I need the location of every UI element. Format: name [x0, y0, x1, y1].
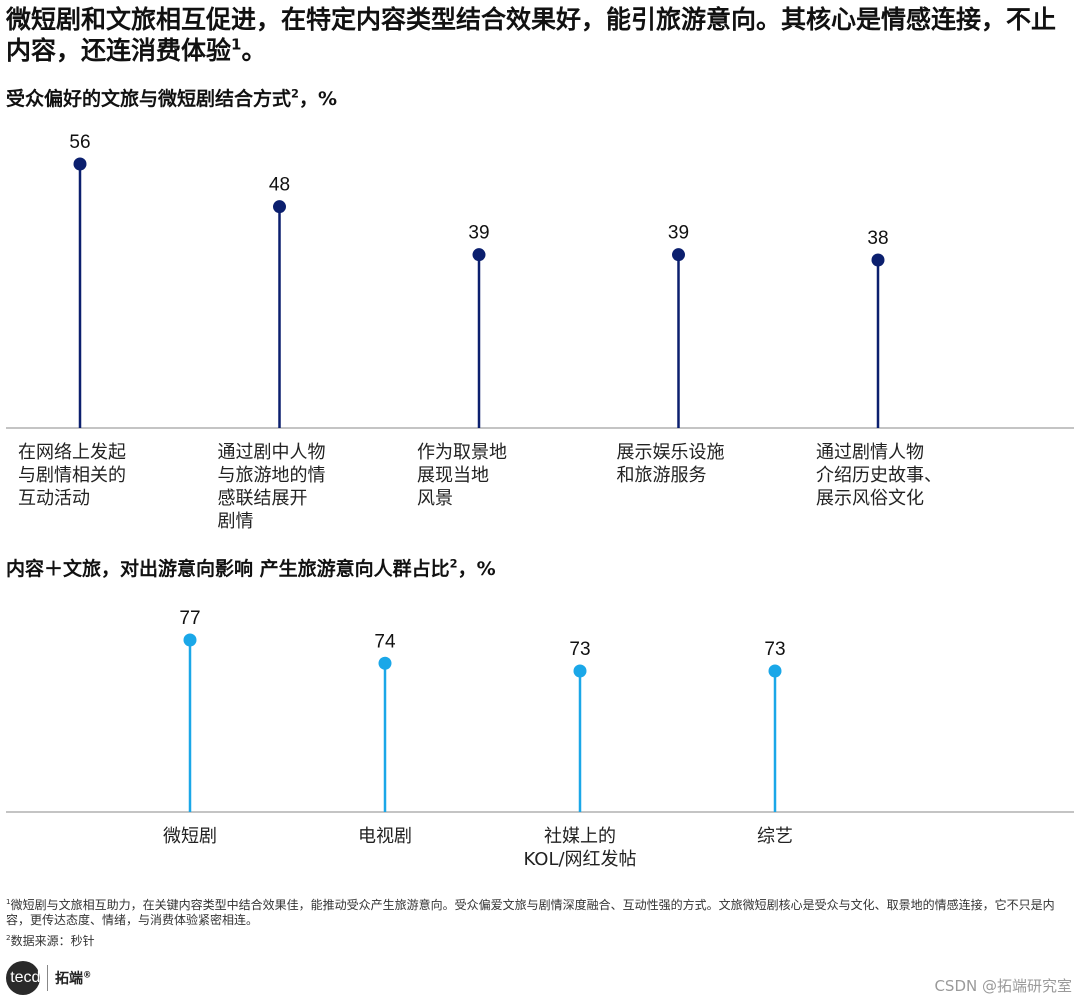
chart2-category-line: 社媒上的	[544, 826, 616, 847]
chart2-category-label-0: 微短剧	[163, 826, 217, 847]
chart1-dot-3	[672, 248, 685, 262]
chart2-dot-3	[768, 664, 782, 678]
chart2-value-label-1: 74	[374, 631, 396, 652]
chart2-value-label-3: 73	[764, 639, 785, 660]
chart2-category-label-1: 电视剧	[358, 826, 412, 847]
chart1-category-line: 展现当地	[417, 465, 489, 486]
chart1-category-line: 介绍历史故事、	[816, 465, 942, 486]
tecdat-logo: tecdat 拓端®	[6, 960, 91, 996]
chart2-title: 内容＋文旅，对出游意向影响 产生旅游意向人群占比2，%	[6, 556, 496, 580]
csdn-watermark: CSDN @拓端研究室	[934, 977, 1072, 995]
chart1-value-label-1: 48	[269, 175, 290, 196]
footnote-1: 1微短剧与文旅相互助力，在关键内容类型中结合效果佳，能推动受众产生旅游意向。受众…	[6, 897, 1055, 927]
chart1-category-line: 与剧情相关的	[18, 465, 126, 486]
chart1-category-line: 感联结展开	[218, 488, 308, 509]
chart2-category-label-3: 综艺	[757, 826, 793, 847]
chart1-category-line: 与旅游地的情	[218, 465, 326, 486]
chart1-value-label-0: 56	[69, 132, 90, 153]
chart2-category-line: 电视剧	[358, 826, 412, 847]
chart2-dot-0	[183, 633, 197, 647]
tecdat-logo-mark: tecdat	[6, 961, 54, 995]
chart1-category-line: 剧情	[218, 511, 254, 532]
headline: 微短剧和文旅相互促进，在特定内容类型结合效果好，能引旅游意向。其核心是情感连接，…	[6, 5, 1057, 65]
chart1-value-label-2: 39	[468, 223, 489, 244]
chart1-category-line: 展示娱乐设施	[617, 442, 725, 463]
chart2-category-line: KOL/网红发帖	[523, 849, 636, 870]
logo-cn-text: 拓端®	[55, 969, 92, 987]
chart2-value-label-0: 77	[179, 608, 200, 629]
chart1-title: 受众偏好的文旅与微短剧结合方式2，%	[6, 86, 337, 110]
chart2-dot-2	[573, 664, 587, 678]
chart1-value-label-4: 38	[867, 228, 888, 249]
chart1-dot-2	[472, 248, 486, 262]
chart1-category-line: 风景	[417, 488, 453, 509]
chart1-dot-1	[273, 200, 286, 214]
chart1-value-label-3: 39	[668, 223, 689, 244]
chart1-category-line: 作为取景地	[417, 442, 507, 463]
chart1-category-line: 通过剧中人物	[218, 442, 326, 463]
chart1-dot-0	[73, 157, 87, 171]
chart2-category-line: 微短剧	[163, 826, 217, 847]
chart1-category-line: 在网络上发起	[18, 442, 126, 463]
chart1-dot-4	[871, 253, 885, 267]
chart1-category-line: 通过剧情人物	[816, 442, 924, 463]
chart2-value-label-2: 73	[569, 639, 590, 660]
chart2-dot-1	[378, 656, 392, 670]
chart1-category-line: 和旅游服务	[617, 465, 707, 486]
footnote-2: 2数据来源：秒针	[6, 933, 95, 948]
chart1-category-line: 互动活动	[18, 488, 90, 509]
chart2-category-line: 综艺	[757, 826, 793, 847]
logo-divider	[47, 965, 48, 991]
chart1-category-line: 展示风俗文化	[816, 488, 924, 509]
